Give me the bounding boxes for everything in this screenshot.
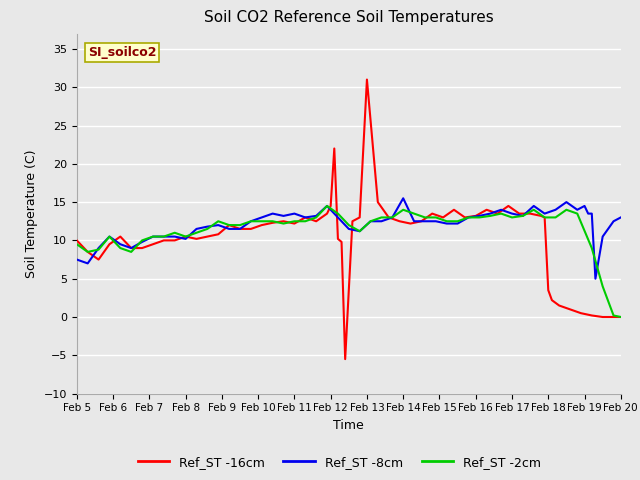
- Legend: Ref_ST -16cm, Ref_ST -8cm, Ref_ST -2cm: Ref_ST -16cm, Ref_ST -8cm, Ref_ST -2cm: [132, 451, 546, 474]
- Title: Soil CO2 Reference Soil Temperatures: Soil CO2 Reference Soil Temperatures: [204, 11, 493, 25]
- X-axis label: Time: Time: [333, 419, 364, 432]
- Y-axis label: Soil Temperature (C): Soil Temperature (C): [25, 149, 38, 278]
- Text: SI_soilco2: SI_soilco2: [88, 46, 156, 59]
